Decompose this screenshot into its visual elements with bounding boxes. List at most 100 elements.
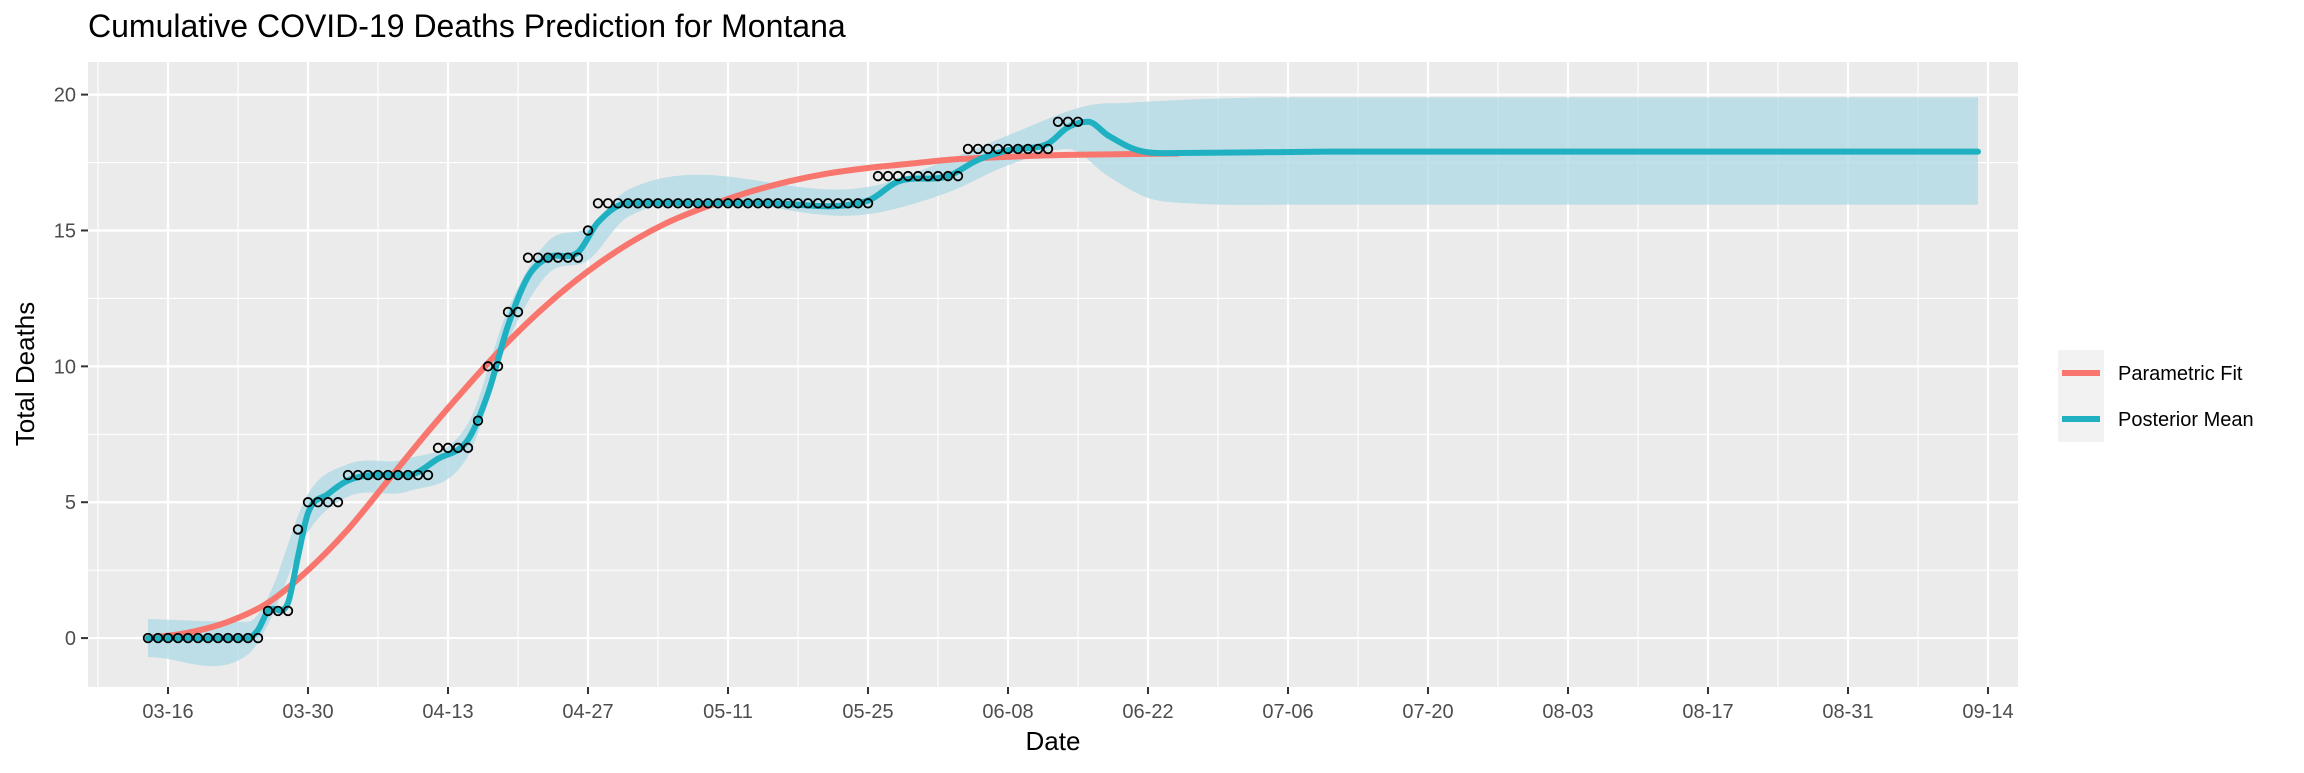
observed-point [832,198,844,209]
observed-point [602,198,614,209]
x-tick-label: 03-30 [282,701,333,723]
observed-point [452,442,464,454]
y-axis: 0 5 10 15 20 [54,85,88,650]
observed-point [1032,143,1044,155]
observed-point [892,170,904,182]
x-tick-label: 08-31 [1822,701,1873,723]
observed-point [512,306,524,318]
y-tick-label: 10 [54,356,76,378]
x-tick-label: 03-16 [142,701,193,723]
observed-point [272,605,284,617]
x-tick-label: 04-27 [562,701,613,723]
observed-point [322,497,334,508]
observed-point [262,605,274,617]
observed-point [1062,116,1074,127]
legend: Parametric Fit Posterior Mean [2058,350,2254,442]
observed-point [402,469,414,481]
observed-point [1072,116,1084,127]
observed-point [842,198,854,209]
observed-point [702,198,714,209]
credible-band-layer [148,97,1978,667]
observed-point [932,170,944,182]
observed-point [442,442,454,454]
x-tick-label: 06-08 [982,701,1033,723]
observed-point [742,198,754,209]
observed-point [492,361,504,372]
observed-point [522,252,534,263]
observed-point [242,632,254,644]
observed-point [232,632,244,644]
observed-point [292,524,304,535]
observed-point [1002,143,1014,155]
observed-point [642,198,654,209]
observed-point [952,170,964,182]
observed-points-layer [142,116,1084,644]
observed-point [202,632,214,644]
observed-point [632,198,644,209]
observed-point [962,143,974,155]
observed-point [162,632,174,644]
x-tick-label: 07-06 [1262,701,1313,723]
observed-point [372,469,384,481]
observed-point [562,252,574,263]
y-axis-title: Total Deaths [10,302,40,447]
observed-point [792,198,804,209]
observed-point [152,632,164,644]
grid-minor [88,62,2018,687]
credible-band [148,97,1978,667]
observed-point [802,198,814,209]
observed-point [1042,143,1054,155]
observed-point [992,143,1004,155]
observed-point [752,198,764,209]
observed-point [422,469,434,481]
grid-major [88,62,2018,687]
observed-point [1012,143,1024,155]
observed-point [362,469,374,481]
y-tick-label: 5 [65,492,76,514]
observed-point [732,198,744,209]
observed-point [872,170,884,182]
observed-point [542,252,554,263]
y-tick-label: 0 [65,628,76,650]
observed-point [572,252,584,263]
observed-point [482,361,494,372]
observed-point [682,198,694,209]
x-axis-title: Date [1026,726,1081,756]
x-tick-label: 04-13 [422,701,473,723]
observed-point [582,225,594,236]
observed-point [662,198,674,209]
observed-point [462,442,474,454]
observed-point [302,497,314,508]
observed-point [722,198,734,209]
observed-point [592,198,604,209]
observed-point [502,306,514,318]
series-line-layer [145,118,1981,642]
observed-point [342,469,354,481]
observed-point [552,252,564,263]
observed-point [172,632,184,644]
x-tick-label: 05-25 [842,701,893,723]
observed-point [382,469,394,481]
x-tick-label: 05-11 [703,701,753,723]
posterior-mean-line [145,118,1981,642]
observed-point [982,143,994,155]
x-axis: 03-16 03-30 04-13 04-27 05-11 05-25 06-08 06-22… [142,687,2014,723]
observed-point [822,198,834,209]
observed-point [692,198,704,209]
y-tick-label: 20 [54,85,76,107]
x-tick-label: 07-20 [1402,701,1453,723]
chart-title: Cumulative COVID-19 Deaths Prediction fo… [88,8,846,44]
observed-point [762,198,774,209]
legend-label: Parametric Fit [2118,363,2243,385]
x-tick-label: 06-22 [1122,701,1173,723]
observed-point [432,442,444,454]
observed-point [812,198,824,209]
observed-point [222,632,234,644]
observed-point [212,632,224,644]
observed-point [1052,116,1064,127]
observed-point [532,252,544,263]
observed-point [392,469,404,481]
observed-point [332,497,344,508]
